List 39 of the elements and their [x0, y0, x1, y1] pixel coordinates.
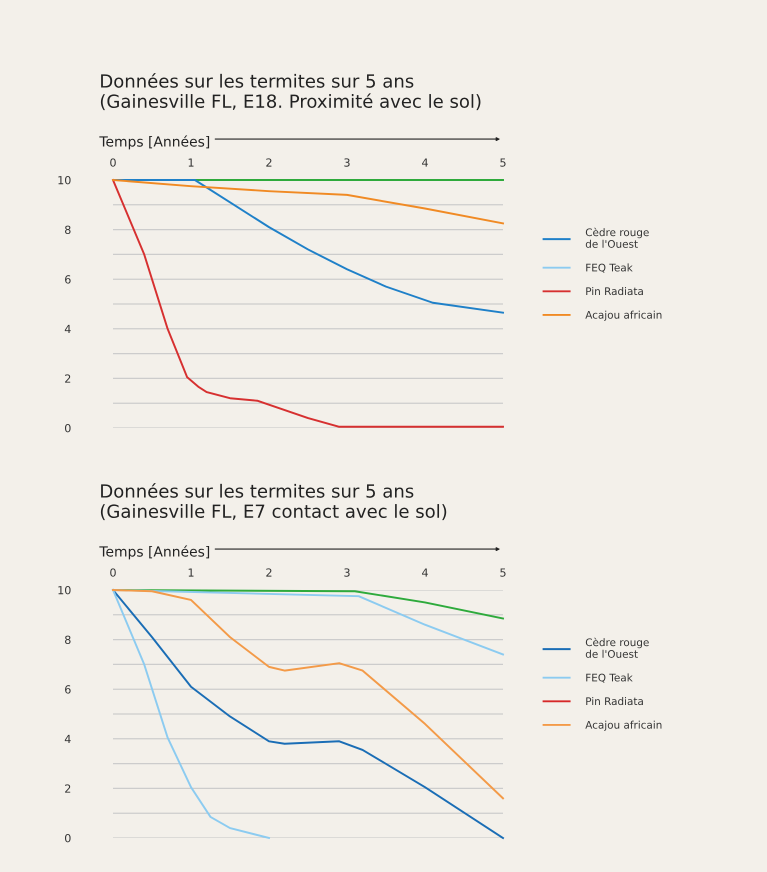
x-tick-label: 2 [266, 568, 272, 577]
y-tick-label: 2 [65, 374, 70, 383]
y-tick-label: 10 [58, 586, 71, 594]
legend-label: Cèdre rouge de l'Ouest [586, 638, 649, 658]
legend-label: Pin Radiata [586, 287, 643, 296]
y-tick-label: 8 [65, 636, 71, 644]
y-tick-label: 6 [65, 275, 71, 284]
x-tick-label: 2 [266, 158, 272, 167]
x-tick-label: 4 [422, 568, 428, 577]
legend-label: FEQ Teak [586, 673, 633, 683]
x-tick-label: 3 [344, 568, 350, 577]
y-tick-label: 4 [64, 324, 71, 334]
legend-label: Cèdre rouge de l'Ouest [586, 228, 649, 248]
x-tick-label: 0 [110, 158, 116, 167]
x-tick-label: 5 [500, 568, 506, 577]
y-tick-label: 10 [58, 176, 71, 184]
legend-label: Pin Radiata [586, 697, 643, 706]
line-series [112, 589, 504, 839]
legend-label: FEQ Teak [586, 263, 633, 273]
x-axis-title: Temps [Années] [99, 135, 210, 150]
x-tick-label: 4 [422, 158, 428, 167]
x-tick-label: 1 [188, 158, 194, 167]
y-tick-label: 0 [64, 834, 71, 842]
line-series [112, 179, 504, 428]
legend-label: Acajou africain [585, 720, 662, 731]
y-tick-label: 2 [65, 784, 70, 793]
x-axis-title: Temps [Années] [99, 545, 210, 560]
chart-title: Données sur les termites sur 5 ans (Gainesville FL, E7 contact avec le sol) [100, 483, 446, 520]
x-tick-label: 5 [500, 158, 506, 167]
x-tick-label: 1 [188, 568, 194, 577]
legend-label: Acajou africain [585, 310, 662, 321]
line-series [112, 179, 504, 224]
y-tick-label: 4 [64, 734, 71, 744]
y-tick-label: 6 [65, 685, 71, 694]
chart-title: Données sur les termites sur 5 ans (Gainesville FL, E18. Proximité avec le sol) [100, 73, 480, 110]
x-tick-label: 3 [344, 158, 350, 167]
x-tick-label: 0 [110, 568, 116, 577]
y-tick-label: 8 [65, 226, 71, 234]
y-tick-label: 0 [64, 424, 71, 432]
